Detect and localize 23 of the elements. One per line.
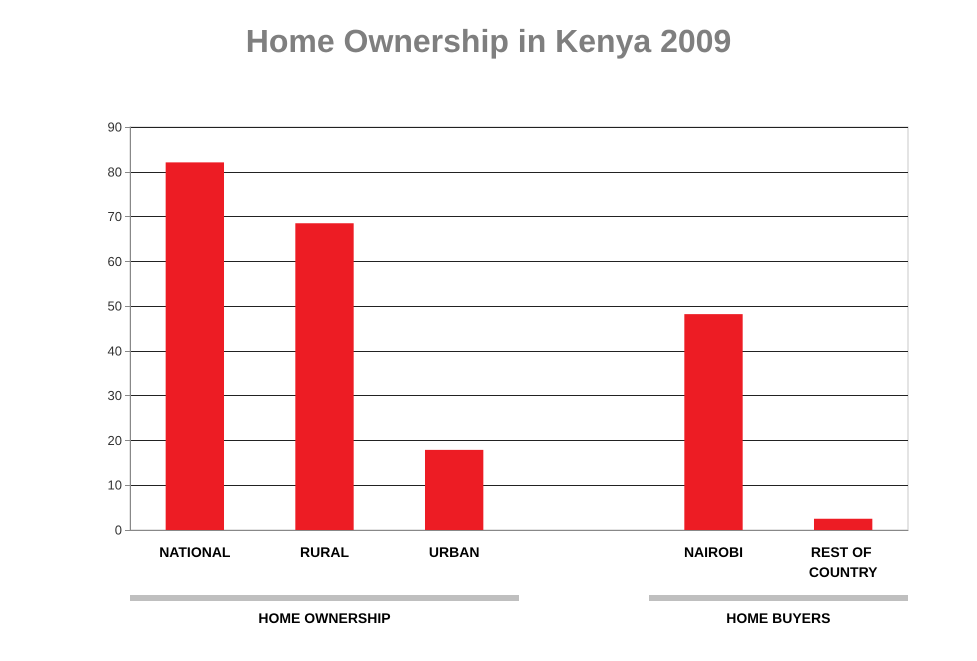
y-tick-label: 80 [108, 164, 122, 180]
y-tick-label: 30 [108, 388, 122, 404]
x-tick-label: REST OF COUNTRY [808, 544, 878, 580]
bar [295, 223, 354, 530]
text: HOME OWNERSHIP [257, 610, 392, 626]
bar [684, 314, 743, 530]
chart-title: Home Ownership in Kenya 2009 [246, 23, 732, 59]
text: HOME BUYERS [725, 610, 832, 626]
bar [814, 518, 872, 530]
y-tick-label: 90 [108, 120, 122, 134]
x-tick-label: NATIONAL [159, 544, 231, 560]
y-tick-label: 20 [108, 432, 122, 448]
y-tick-label: 0 [114, 522, 122, 538]
y-tick-label: 10 [108, 478, 122, 493]
y-tick-label: 40 [108, 343, 122, 358]
y-tick-label: 60 [108, 254, 122, 269]
x-tick-label: NAIROBI [684, 544, 744, 560]
bar [424, 450, 484, 530]
bar [166, 162, 224, 530]
x-tick-label: RURAL [300, 544, 350, 560]
y-tick-label: 70 [108, 209, 122, 224]
x-tick-label: URBAN [428, 544, 480, 560]
y-tick-label: 50 [108, 298, 122, 314]
